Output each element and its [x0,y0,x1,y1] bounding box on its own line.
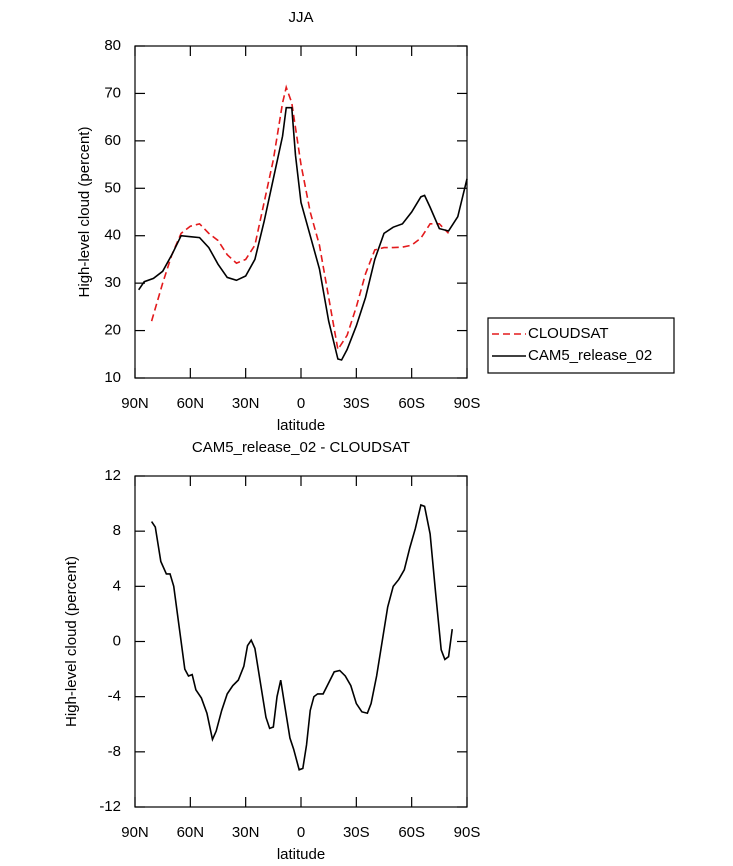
y-tick-label: 80 [104,37,121,54]
data-line [150,503,454,771]
y-tick-label: 30 [104,274,121,291]
chart-title: CAM5_release_02 - CLOUDSAT [192,439,410,456]
legend-box [487,317,675,374]
plot-frame [134,475,468,808]
y-axis-label: High-level cloud (percent) [76,127,93,298]
y-tick-label: -4 [108,688,121,705]
y-tick-label: 50 [104,179,121,196]
y-tick-label: 70 [104,84,121,101]
y-tick-label: -8 [108,743,121,760]
x-tick-label: 60S [398,395,425,412]
y-tick-label: -12 [99,798,121,815]
x-tick-label: 30N [232,395,260,412]
x-tick-label: 90S [454,824,481,841]
x-axis-label: latitude [277,417,325,434]
x-tick-label: 60N [177,395,205,412]
plot-frame [134,45,468,379]
x-tick-label: 30N [232,824,260,841]
y-tick-label: 40 [104,227,121,244]
x-tick-label: 90N [121,395,149,412]
x-tick-label: 90N [121,824,149,841]
x-tick-label: 30S [343,395,370,412]
y-tick-label: 8 [113,522,121,539]
y-tick-label: 10 [104,369,121,386]
x-tick-label: 90S [454,395,481,412]
data-line [150,84,450,352]
y-tick-label: 12 [104,467,121,484]
x-tick-label: 0 [297,824,305,841]
legend-label: CAM5_release_02 [528,347,652,364]
y-tick-label: 20 [104,322,121,339]
y-axis-label: High-level cloud (percent) [63,556,80,727]
x-tick-label: 0 [297,395,305,412]
x-axis-label: latitude [277,846,325,863]
y-tick-label: 4 [113,577,121,594]
data-line [138,106,468,361]
x-tick-label: 60S [398,824,425,841]
chart-title: JJA [288,9,313,26]
x-tick-label: 30S [343,824,370,841]
legend-label: CLOUDSAT [528,325,609,342]
y-tick-label: 60 [104,132,121,149]
y-tick-label: 0 [113,632,121,649]
x-tick-label: 60N [177,824,205,841]
